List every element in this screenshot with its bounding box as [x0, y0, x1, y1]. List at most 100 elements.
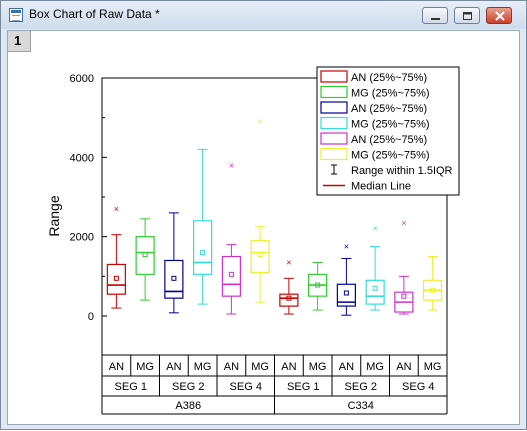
iqr-box [279, 293, 299, 307]
iqr-box [250, 240, 270, 273]
mean-marker [430, 287, 436, 293]
mean-marker [401, 293, 407, 299]
legend-swatch [320, 101, 348, 114]
max-marker: × [344, 242, 349, 252]
legend-swatch [320, 70, 348, 83]
box-7[interactable]: × [279, 257, 299, 315]
mean-marker [343, 290, 349, 296]
y-tick-label: 4000 [70, 152, 94, 164]
close-button[interactable] [486, 7, 512, 24]
close-icon [495, 11, 505, 21]
legend-item[interactable]: AN (25%~75%) [320, 132, 427, 146]
legend-item[interactable]: MG (25%~75%) [320, 116, 430, 131]
legend-item[interactable]: MG (25%~75%) [320, 147, 430, 162]
box-10[interactable]: × [365, 224, 385, 311]
x-category-label: AN [396, 361, 411, 373]
iqr-box [135, 236, 155, 275]
legend-swatch [320, 85, 348, 99]
mean-marker [315, 282, 321, 288]
box-12[interactable] [423, 256, 443, 311]
window-title: Box Chart of Raw Data * [29, 7, 160, 21]
x-segment-label: SEG 2 [345, 381, 377, 393]
x-category-label: MG [424, 361, 442, 373]
legend-label: Median Line [351, 181, 411, 193]
iqr-box [193, 220, 213, 275]
legend[interactable]: AN (25%~75%) MG (25%~75%) AN (25%~75%) MG (… [316, 66, 460, 196]
max-marker: × [401, 218, 406, 228]
legend-label: AN (25%~75%) [351, 134, 427, 146]
x-category-label: AN [109, 361, 124, 373]
box-4[interactable] [193, 148, 213, 305]
box-3[interactable] [164, 212, 184, 314]
legend-swatch [320, 132, 348, 145]
mean-marker [372, 285, 378, 291]
legend-label: MG (25%~75%) [351, 88, 430, 100]
iqr-box [164, 259, 184, 299]
iqr-box [365, 279, 385, 305]
x-category-label: AN [224, 361, 239, 373]
x-category-label: AN [166, 361, 181, 373]
box-5[interactable]: × [221, 160, 241, 315]
legend-label: AN (25%~75%) [351, 72, 427, 84]
box-2[interactable] [135, 218, 155, 301]
graph-window-icon[interactable] [9, 8, 23, 22]
mean-marker [286, 295, 292, 301]
mean-marker [113, 275, 119, 281]
restore-button[interactable] [454, 7, 480, 24]
x-category-label: MG [366, 361, 384, 373]
restore-icon [463, 12, 472, 20]
legend-label: MG (25%~75%) [351, 119, 430, 131]
legend-item[interactable]: MG (25%~75%) [320, 85, 430, 100]
max-marker: × [229, 160, 234, 170]
mean-marker [228, 271, 234, 277]
iqr-box [336, 283, 356, 307]
legend-swatch [320, 116, 348, 130]
y-axis-label: Range [46, 195, 62, 236]
x-category-label: MG [309, 361, 327, 373]
legend-swatch [320, 147, 348, 161]
x-category-label: MG [194, 361, 212, 373]
legend-item[interactable]: Median Line [323, 181, 411, 193]
y-axis: 0 2000 4000 6000 [70, 73, 107, 323]
legend-item[interactable]: Range within 1.5IQR [331, 164, 453, 177]
max-marker: × [286, 257, 291, 267]
max-marker: × [257, 117, 262, 127]
box-8[interactable] [308, 261, 328, 311]
x-category-label: AN [339, 361, 354, 373]
x-segment-label: SEG 4 [230, 381, 262, 393]
legend-item[interactable]: AN (25%~75%) [320, 101, 427, 115]
layer-tab-label: 1 [14, 33, 22, 48]
iqr-box [106, 263, 126, 295]
box-series: × × × × × × × [106, 117, 443, 316]
legend-box [316, 66, 460, 196]
x-group-label: A386 [175, 400, 201, 412]
minimize-button[interactable] [422, 7, 448, 24]
x-segment-label: SEG 4 [402, 381, 434, 393]
minimize-icon [431, 18, 440, 20]
layer-tab[interactable]: 1 [8, 31, 31, 52]
mean-marker [257, 252, 263, 258]
max-marker: × [114, 204, 119, 214]
x-segment-label: SEG 1 [115, 381, 147, 393]
mean-marker [142, 252, 148, 258]
x-group-label: C334 [348, 400, 374, 412]
box-1[interactable]: × [106, 204, 126, 309]
x-category-label: AN [281, 361, 296, 373]
x-segment-label: SEG 2 [172, 381, 204, 393]
box-6[interactable]: × [250, 117, 270, 303]
y-tick-label: 6000 [70, 73, 94, 85]
box-9[interactable]: × [336, 242, 356, 316]
legend-label: AN (25%~75%) [351, 103, 427, 115]
mean-marker [200, 250, 206, 256]
x-category-label: MG [136, 361, 154, 373]
x-category-label: MG [251, 361, 269, 373]
title-bar[interactable]: Box Chart of Raw Data * [1, 1, 526, 29]
legend-item[interactable]: AN (25%~75%) [320, 70, 427, 84]
max-marker: × [372, 224, 377, 234]
x-axis-label-table: AN MG AN MG AN MG AN MG AN MG AN MG SEG 1 SEG 2 SEG 4 S… [101, 355, 448, 415]
box-11[interactable]: × [394, 218, 414, 315]
y-tick-label: 2000 [70, 232, 94, 244]
iqr-box [221, 255, 241, 297]
